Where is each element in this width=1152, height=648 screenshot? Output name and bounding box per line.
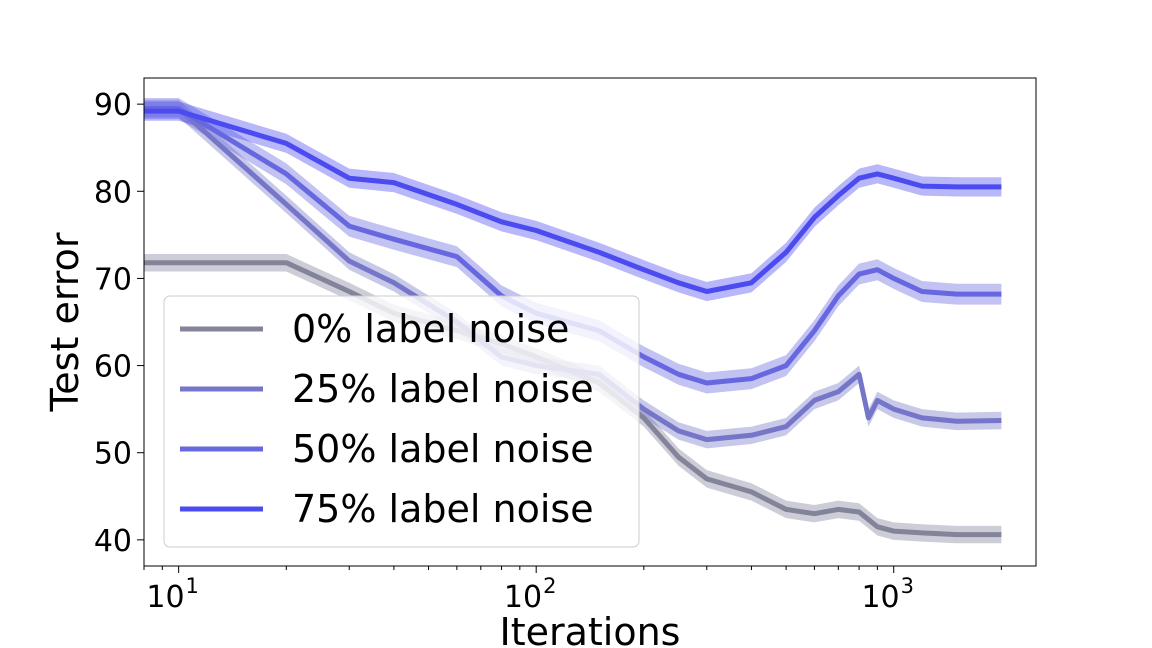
legend-label-3: 75% label noise xyxy=(292,487,594,531)
y-axis-label: Test error xyxy=(43,232,87,412)
series-line-2 xyxy=(144,106,1002,386)
x-axis-ticks: 101 102 103 xyxy=(143,566,1002,615)
series-line-1 xyxy=(144,106,1002,443)
legend-box xyxy=(163,295,640,548)
legend-label-1: 25% label noise xyxy=(292,367,594,411)
y-axis-ticks: 40 50 60 70 80 90 xyxy=(94,88,144,559)
y-tick-label: 70 xyxy=(94,262,132,297)
plot-frame xyxy=(143,77,1037,567)
y-tick-label: 50 xyxy=(94,437,132,472)
y-tick-label: 40 xyxy=(94,524,132,559)
legend-label-2: 50% label noise xyxy=(292,427,594,471)
x-axis-label: Iterations xyxy=(500,610,681,648)
x-tick-label: 103 xyxy=(861,574,914,615)
y-tick-label: 90 xyxy=(94,88,132,123)
legend: 0% label noise 25% label noise 50% label n… xyxy=(163,295,640,548)
series-line-3 xyxy=(144,108,1002,294)
y-tick-label: 80 xyxy=(94,175,132,210)
y-tick-label: 60 xyxy=(94,350,132,385)
x-tick-label: 102 xyxy=(504,574,557,615)
legend-label-0: 0% label noise xyxy=(292,307,569,351)
x-tick-label: 101 xyxy=(146,574,199,615)
